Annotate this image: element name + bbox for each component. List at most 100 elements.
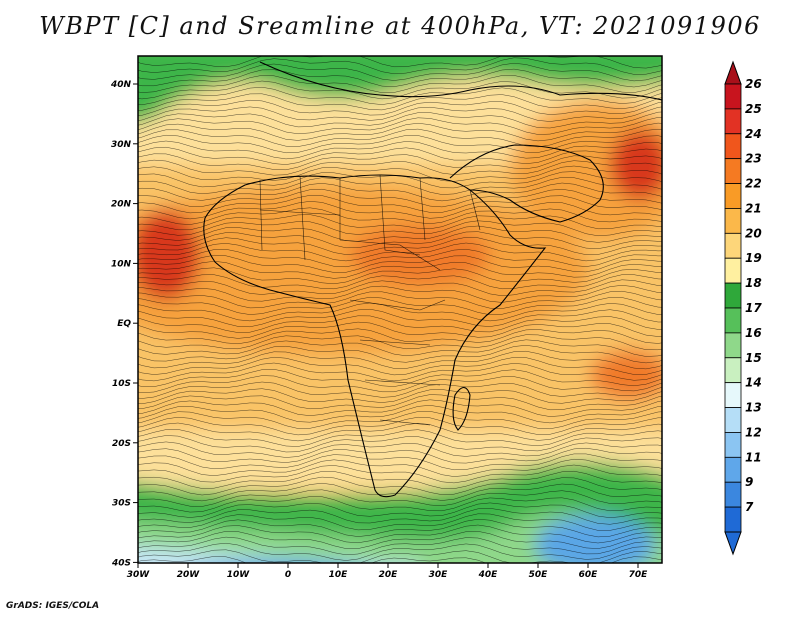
streamlines (138, 56, 662, 563)
streamline (138, 214, 662, 231)
streamline (138, 513, 662, 531)
country-borders (259, 174, 481, 426)
streamline (138, 315, 662, 333)
colorbar-label: 23 (745, 152, 762, 166)
colorbar-swatch (724, 282, 742, 309)
streamline (138, 188, 662, 208)
streamline (138, 62, 662, 82)
streamline (138, 482, 662, 502)
streamline (138, 182, 662, 202)
streamline (138, 128, 662, 148)
lat-label: 20N (111, 200, 132, 210)
longitude-axis: 30W 20W 10W 0 10E 20E 30E 40E 50E 60E 70E (127, 563, 648, 580)
colorbar-label: 20 (745, 226, 762, 240)
colorbar-label: 21 (745, 201, 762, 215)
streamline (138, 441, 662, 458)
lat-label: 10S (112, 379, 131, 389)
streamline (138, 416, 662, 436)
streamline (138, 290, 662, 309)
colorbar-label: 11 (745, 450, 762, 464)
streamline (138, 207, 662, 225)
shade-light-green-south (138, 511, 662, 563)
streamline (138, 536, 662, 556)
streamline (138, 496, 662, 513)
streamline (138, 447, 662, 464)
lon-label: 60E (579, 570, 599, 580)
streamline (138, 140, 662, 160)
colorbar-swatch (724, 232, 742, 259)
lat-label: 20S (112, 439, 131, 449)
streamline (138, 508, 662, 525)
lon-label: 70E (629, 570, 649, 580)
lat-label: 30S (112, 499, 131, 509)
colorbar-swatch (724, 158, 742, 184)
streamline (138, 86, 662, 106)
shade-warm-west (138, 210, 200, 300)
colorbar-label: 16 (745, 326, 762, 340)
colorbar-swatch (724, 357, 742, 384)
streamline (138, 388, 662, 405)
streamline (138, 285, 662, 303)
streamline (138, 531, 662, 549)
chart-title: WBPT [C] and Sreamline at 400hPa, VT: 20… (39, 12, 761, 40)
streamline (138, 375, 662, 393)
streamline (138, 411, 662, 430)
colorbar-swatch (724, 382, 742, 408)
streamline (138, 93, 662, 111)
streamline (138, 279, 662, 297)
colorbar-swatch (724, 133, 742, 160)
streamline (138, 334, 662, 351)
streamline (138, 453, 662, 471)
streamline (138, 339, 662, 357)
colorbar-label: 12 (745, 425, 762, 439)
lon-label: 30W (127, 570, 151, 580)
colorbar-label: 13 (745, 401, 762, 415)
lon-label: 30E (429, 570, 449, 580)
streamline (138, 177, 662, 195)
streamline (138, 122, 662, 142)
colorbar-swatch (724, 307, 742, 334)
streamline (138, 405, 662, 424)
colorbar-swatch (724, 257, 742, 284)
streamline (138, 308, 662, 328)
colorbar-swatch (724, 456, 742, 483)
streamline (138, 381, 662, 399)
streamline (138, 464, 662, 484)
streamline (138, 435, 662, 453)
shade-pale-south (138, 546, 378, 563)
streamline (138, 254, 662, 273)
temperature-shading (138, 56, 662, 563)
lat-label: 40N (110, 80, 132, 90)
streamline (138, 68, 662, 88)
colorbar-label: 17 (745, 301, 762, 315)
streamline (138, 350, 662, 370)
streamline (138, 220, 662, 237)
colorbar-swatch (724, 432, 742, 458)
streamline (138, 524, 662, 544)
arabia-outline (449, 144, 604, 223)
lon-label: 50E (529, 570, 549, 580)
borders-paths (259, 174, 481, 426)
colorbar-label: 22 (745, 177, 762, 191)
madagascar-outline (452, 386, 471, 431)
map-frame (137, 55, 663, 564)
streamline (138, 549, 662, 563)
streamline (138, 106, 662, 122)
streamline (138, 302, 662, 322)
streamline (138, 231, 662, 249)
streamline (138, 321, 662, 339)
shade-blue-se (535, 515, 655, 563)
lat-label: 40S (111, 558, 131, 568)
colorbar-label: 19 (745, 251, 762, 265)
lat-label: 30N (111, 140, 132, 150)
streamline (138, 225, 662, 243)
lon-label: 20W (177, 570, 201, 580)
colorbar-label: 24 (745, 127, 762, 141)
grads-credit: GrADS: IGES/COLA (6, 601, 100, 611)
streamline (138, 394, 662, 411)
streamline (138, 502, 662, 518)
streamline (138, 476, 662, 496)
lat-label: 10N (111, 259, 132, 269)
streamline (138, 458, 662, 477)
